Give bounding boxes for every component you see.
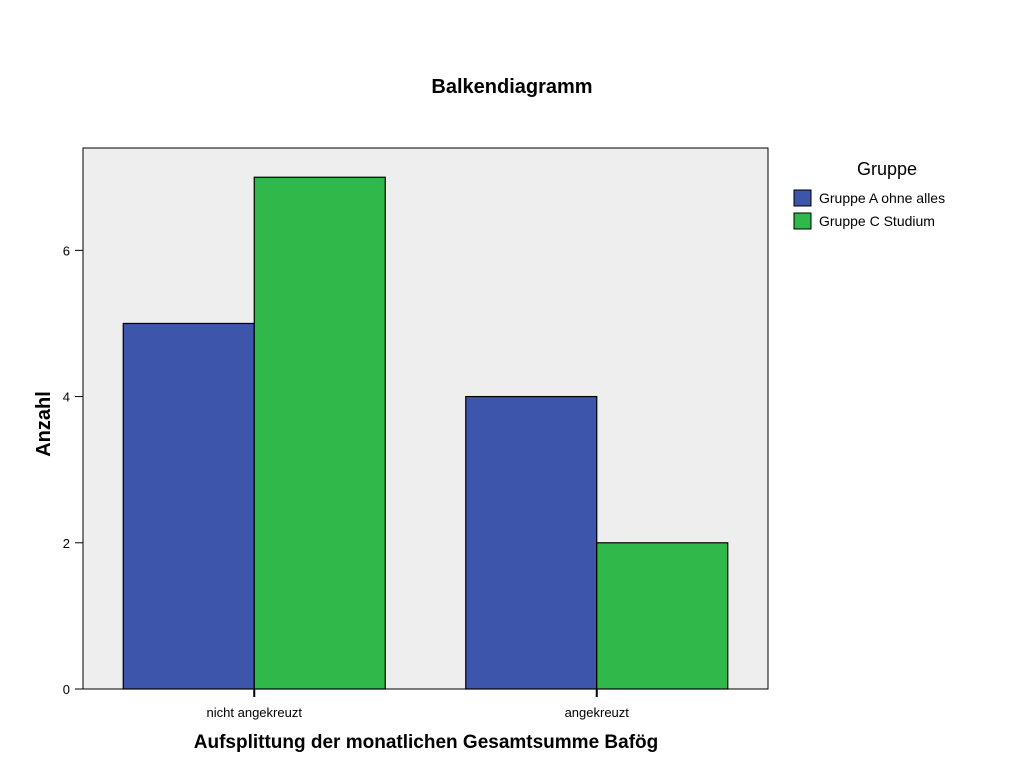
x-axis-label: Aufsplittung der monatlichen Gesamtsumme…: [194, 732, 659, 753]
legend-label: Gruppe A ohne alles: [819, 190, 945, 206]
legend-title: Gruppe: [857, 159, 917, 179]
bar-gruppe-c-0: [253, 176, 386, 690]
y-tick-label: 0: [63, 682, 70, 697]
legend-swatch: [793, 189, 812, 207]
bar-gruppe-c-1: [596, 542, 729, 690]
y-tick-label: 4: [63, 390, 70, 405]
legend: Gruppe Gruppe A ohne alles Gruppe C Studi…: [793, 159, 945, 230]
y-tick-label: 2: [63, 536, 70, 551]
y-tick-label: 6: [63, 243, 70, 258]
legend-swatch: [793, 212, 812, 230]
x-tick-label: angekreuzt: [565, 705, 630, 720]
y-axis-label: Anzahl: [33, 391, 55, 457]
bar-gruppe-a-1: [465, 395, 598, 690]
x-axis: nicht angekreuzt angekreuzt: [207, 689, 630, 720]
x-tick-label: nicht angekreuzt: [207, 705, 303, 720]
y-axis: 0 2 4 6: [63, 243, 83, 697]
legend-label: Gruppe C Studium: [819, 213, 935, 229]
bar-gruppe-a-0: [122, 322, 255, 690]
chart-title: Balkendiagramm: [431, 76, 592, 98]
bars: [122, 176, 729, 690]
